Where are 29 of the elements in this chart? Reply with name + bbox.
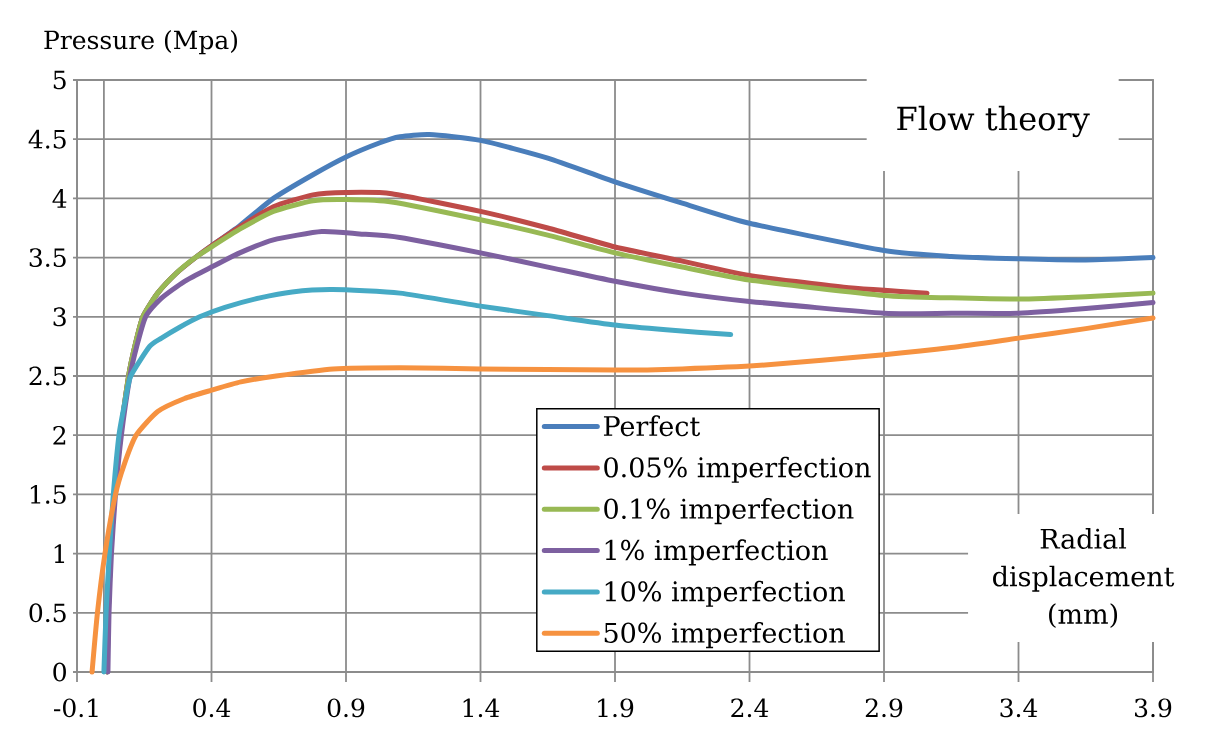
y-tick-label: 3 <box>53 307 66 327</box>
legend-label: 0.1% imperfection <box>604 498 854 525</box>
y-tick-label: 2.5 <box>29 366 66 386</box>
y-tick-label: 5 <box>53 70 66 90</box>
y-axis-title: Pressure (Mpa) <box>44 30 238 55</box>
x-axis-title: Radial displacement (mm) <box>993 528 1175 628</box>
y-tick-label: 2 <box>53 425 66 445</box>
legend-label: 1% imperfection <box>605 539 828 566</box>
x-tick-label: 0.9 <box>327 698 365 718</box>
x-tick-label: -0.1 <box>54 698 98 718</box>
text: Flow theory <box>897 105 1090 138</box>
x-tick-label: 2.9 <box>865 698 903 718</box>
y-tick-label: 3.5 <box>29 248 66 268</box>
y-tick-label: 1.5 <box>30 484 66 504</box>
legend-label: Perfect <box>603 415 701 437</box>
x-tick-label: 3.9 <box>1135 698 1172 718</box>
y-tick-label: 4.5 <box>28 129 66 149</box>
x-tick-label: 1.4 <box>463 698 500 718</box>
x-tick-label: 1.9 <box>598 698 634 718</box>
legend-label: 0.05% imperfection <box>604 456 871 483</box>
x-tick-label: 2.4 <box>731 698 769 718</box>
y-tick-label: 0.5 <box>29 603 66 623</box>
y-tick-label: 4 <box>52 189 67 208</box>
y-tick-label: 0 <box>53 662 66 682</box>
legend-label: 50% imperfection <box>604 622 845 649</box>
x-tick-label: 3.4 <box>1000 698 1038 718</box>
legend-label: 10% imperfection <box>605 580 845 607</box>
y-tick-label: 1 <box>54 544 65 563</box>
x-tick-label: 0.4 <box>193 698 231 718</box>
